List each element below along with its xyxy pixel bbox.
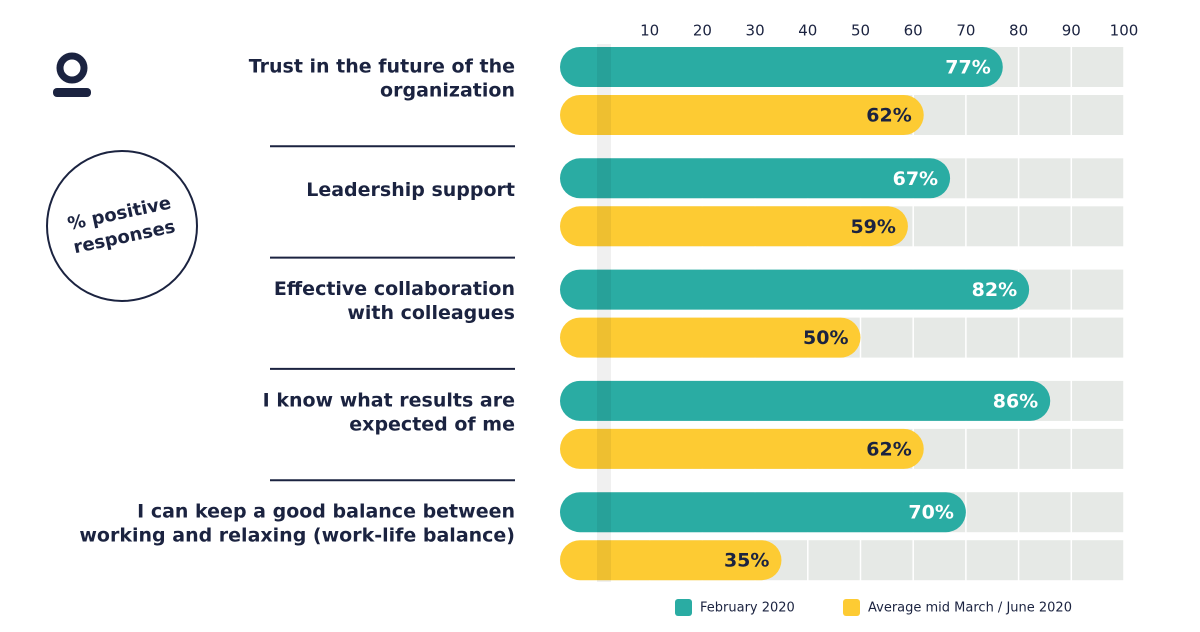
annotation-circle	[46, 150, 198, 302]
x-tick-label: 70	[956, 22, 975, 40]
value-label: 50%	[803, 327, 848, 349]
bar	[560, 206, 908, 247]
value-label: 67%	[893, 168, 938, 190]
category-label: organization	[380, 80, 515, 102]
x-tick-label: 30	[746, 22, 765, 40]
category-label: I know what results are	[263, 389, 515, 411]
bar	[560, 95, 924, 135]
x-tick-label: 10	[640, 22, 659, 40]
category-label: Trust in the future of the	[249, 56, 515, 78]
value-label: 86%	[993, 390, 1038, 412]
bar	[560, 317, 861, 358]
x-tick-label: 50	[851, 22, 870, 40]
category-label: I can keep a good balance between	[137, 501, 515, 523]
bar	[560, 492, 966, 533]
bar	[560, 47, 1003, 87]
category-label: working and relaxing (work-life balance)	[79, 525, 515, 547]
legend-label: February 2020	[700, 601, 795, 616]
legend-label: Average mid March / June 2020	[868, 601, 1072, 616]
value-label: 82%	[972, 279, 1017, 301]
bar	[560, 380, 1051, 421]
x-tick-label: 100	[1110, 22, 1139, 40]
category-label: with colleagues	[347, 302, 515, 324]
x-tick-label: 60	[904, 22, 923, 40]
bar	[560, 269, 1030, 310]
legend-swatch	[675, 599, 692, 616]
x-tick-label: 80	[1009, 22, 1028, 40]
value-label: 62%	[866, 105, 911, 127]
zero-shadow	[597, 44, 611, 582]
logo	[53, 52, 91, 97]
category-label: Leadership support	[306, 179, 515, 201]
bar	[560, 158, 951, 199]
legend-swatch	[843, 599, 860, 616]
category-label: expected of me	[349, 413, 515, 435]
bar	[560, 540, 782, 581]
value-label: 77%	[945, 57, 990, 79]
category-label: Effective collaboration	[274, 278, 515, 300]
value-label: 59%	[850, 216, 895, 238]
value-label: 62%	[866, 438, 911, 460]
x-tick-label: 20	[693, 22, 712, 40]
x-tick-label: 40	[798, 22, 817, 40]
value-label: 35%	[724, 550, 769, 572]
x-tick-label: 90	[1062, 22, 1081, 40]
value-label: 70%	[908, 502, 953, 524]
bar	[560, 428, 924, 469]
